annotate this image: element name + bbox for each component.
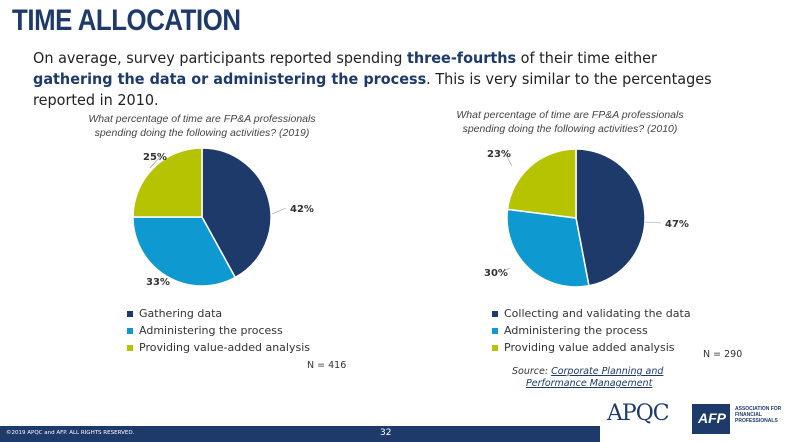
source-link-line1: Corporate Planning and <box>551 366 664 377</box>
slide-subtitle: On average, survey participants reported… <box>33 48 731 111</box>
legend-item: Providing value-added analysis <box>127 339 310 356</box>
slide-title: TIME ALLOCATION <box>12 4 241 37</box>
chart-2019-title-line1: What percentage of time are FP&A profess… <box>88 113 316 125</box>
subtitle-highlight-2: gathering the data or administering the … <box>33 70 427 88</box>
legend-item: Gathering data <box>127 305 310 322</box>
pie-data-label: 42% <box>290 204 314 215</box>
pie-slice-1 <box>575 148 646 287</box>
pie-leader-line <box>161 279 165 282</box>
subtitle-text-3: . This is very similar to the percentage… <box>33 70 712 109</box>
pie-slice-3 <box>506 148 577 219</box>
pie-data-label: 33% <box>146 277 170 288</box>
legend-label: Gathering data <box>139 307 223 320</box>
pie-leader-line <box>271 207 287 215</box>
pie-chart-2010: 47% 30% 23% <box>484 148 689 288</box>
footer-bar: ©2019 APQC and AFP. ALL RIGHTS RESERVED.… <box>0 426 600 442</box>
copyright-text: ©2019 APQC and AFP. ALL RIGHTS RESERVED. <box>6 430 135 436</box>
subtitle-text-1: On average, survey participants reported… <box>33 49 408 67</box>
subtitle-text-2: of their time either <box>516 49 657 67</box>
legend-item: Providing value added analysis <box>492 339 691 356</box>
legend-label: Administering the process <box>139 324 283 337</box>
source-link-line2: Performance Management <box>526 378 653 389</box>
legend-label: Providing value-added analysis <box>139 341 311 354</box>
chart-2010-title: What percentage of time are FP&A profess… <box>445 108 695 136</box>
pie-data-label: 30% <box>484 268 508 279</box>
pie-leader-line <box>149 155 162 169</box>
pie-slice-2 <box>506 208 590 288</box>
pie-leader-line <box>504 152 513 167</box>
pie-leader-line <box>644 221 662 224</box>
legend-swatch-olive <box>127 344 133 351</box>
afp-logo-description: ASSOCIATION FOR FINANCIAL PROFESSIONALS <box>735 406 782 424</box>
subtitle-highlight-1: three-fourths <box>407 49 517 67</box>
chart-2010-n: N = 290 <box>703 349 743 360</box>
pie-slice-3 <box>132 147 203 218</box>
pie-slice-1 <box>201 147 272 279</box>
pie-slice-2 <box>132 216 237 287</box>
legend-swatch-dark-blue <box>492 310 498 317</box>
legend-item: Administering the process <box>127 322 310 339</box>
legend-label: Administering the process <box>504 324 648 337</box>
legend-item: Collecting and validating the data <box>492 305 691 322</box>
source-link[interactable]: Corporate Planning and Performance Manage… <box>512 366 663 389</box>
chart-2019-n: N = 416 <box>307 360 347 371</box>
legend-swatch-light-blue <box>492 327 498 334</box>
legend-label: Providing value added analysis <box>504 341 675 354</box>
chart-2010-title-line2: spending doing the following activities?… <box>462 123 678 135</box>
chart-2010-title-line1: What percentage of time are FP&A profess… <box>456 109 684 121</box>
pie-data-label: 23% <box>487 149 511 160</box>
afp-logo <box>692 404 730 434</box>
legend-swatch-light-blue <box>127 327 133 334</box>
legend-label: Collecting and validating the data <box>504 307 691 320</box>
apqc-logo: APQC <box>607 401 670 426</box>
pie-leader-line <box>501 267 511 273</box>
page-number: 32 <box>380 428 392 438</box>
afp-logo-text: AFP <box>698 410 726 426</box>
chart-2019-title: What percentage of time are FP&A profess… <box>82 112 322 140</box>
source-label: Source: <box>512 366 552 377</box>
chart-2010-legend: Collecting and validating the data Admin… <box>492 305 691 356</box>
legend-swatch-dark-blue <box>127 310 133 317</box>
pie-data-label: 47% <box>665 219 689 230</box>
pie-chart-2019: 42% 33% 25% <box>132 147 314 288</box>
pie-data-label: 25% <box>143 152 167 163</box>
legend-swatch-olive <box>492 344 498 351</box>
chart-2019-legend: Gathering data Administering the process… <box>127 305 310 356</box>
chart-2019-title-line2: spending doing the following activities?… <box>94 127 310 139</box>
source-note: Source: Corporate Planning and Performanc… <box>512 366 663 390</box>
legend-item: Administering the process <box>492 322 691 339</box>
